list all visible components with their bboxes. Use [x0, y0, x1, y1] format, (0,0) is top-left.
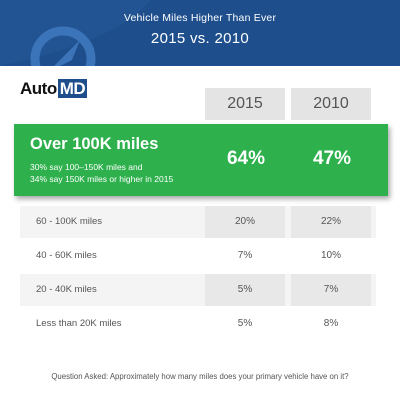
highlight-value-2010: 47%	[312, 148, 352, 169]
row-background	[20, 308, 376, 340]
highlight-label: Over 100K miles	[30, 135, 159, 153]
data-rows: 60 - 100K miles 20% 22% 40 - 60K miles 7…	[20, 206, 376, 342]
row-background	[20, 240, 376, 272]
chart-title: Vehicle Miles Higher Than Ever	[123, 12, 277, 24]
row-value-2015: 20%	[234, 216, 255, 227]
highlight-row: Over 100K miles 30% say 100–150K miles a…	[14, 124, 388, 196]
automd-logo: Auto MD	[20, 78, 96, 100]
row-value-2010: 10%	[320, 250, 341, 261]
highlight-value-2015: 64%	[226, 148, 266, 169]
row-shade-2010	[291, 206, 371, 238]
row-shade-2015	[205, 206, 285, 238]
row-label: Less than 20K miles	[36, 318, 122, 329]
highlight-note-line-1: 30% say 100–150K miles and	[30, 162, 143, 172]
highlight-note: 30% say 100–150K miles and 34% say 150K …	[30, 161, 173, 185]
logo-text-auto: Auto	[20, 79, 57, 98]
row-value-2010: 7%	[323, 284, 339, 295]
logo-text-md: MD	[57, 79, 88, 98]
column-header-2015: 2015	[205, 88, 285, 120]
table-row: Less than 20K miles 5% 8%	[20, 308, 376, 340]
row-shade-2015	[205, 274, 285, 306]
survey-question-footnote: Question Asked: Approximately how many m…	[51, 372, 349, 381]
row-value-2015: 5%	[237, 318, 253, 329]
row-label: 40 - 60K miles	[36, 250, 97, 261]
header-banner: Vehicle Miles Higher Than Ever 2015 vs. …	[0, 0, 400, 66]
table-row: 40 - 60K miles 7% 10%	[20, 240, 376, 272]
highlight-note-line-2: 34% say 150K miles or higher in 2015	[30, 174, 174, 184]
chart-subtitle: 2015 vs. 2010	[150, 30, 250, 47]
row-label: 20 - 40K miles	[36, 284, 97, 295]
table-row: 60 - 100K miles 20% 22%	[20, 206, 376, 238]
row-shade-2010	[291, 274, 371, 306]
table-row: 20 - 40K miles 5% 7%	[20, 274, 376, 306]
column-header-2010: 2010	[291, 88, 371, 120]
row-value-2010: 22%	[320, 216, 341, 227]
row-label: 60 - 100K miles	[36, 216, 103, 227]
row-value-2015: 7%	[237, 250, 253, 261]
speedometer-icon	[30, 26, 96, 66]
row-value-2015: 5%	[237, 284, 253, 295]
row-value-2010: 8%	[323, 318, 339, 329]
